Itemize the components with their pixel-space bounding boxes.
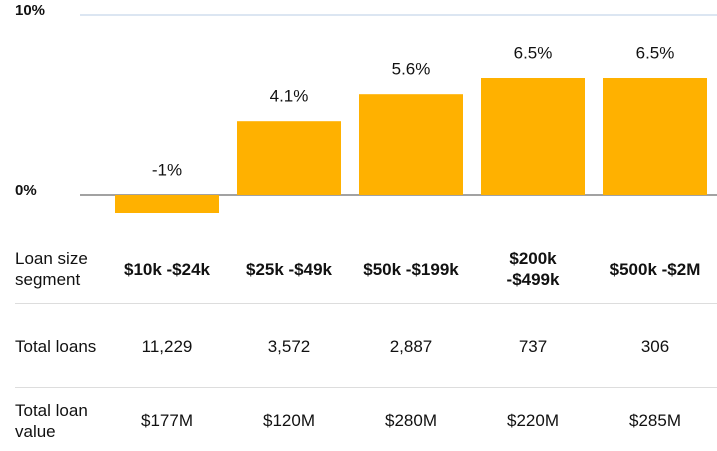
- table-cell: $280M: [385, 411, 437, 430]
- category-row: Loan size segment $10k -$24k $25k -$49k $5…: [0, 238, 717, 300]
- table-cell: 2,887: [389, 336, 433, 356]
- x-tick-label: $50k -$199k: [363, 259, 459, 279]
- x-tick-label: $500k -$2M: [609, 259, 701, 279]
- value-label: -1%: [152, 160, 182, 179]
- table-cell: 306: [640, 336, 670, 356]
- x-tick-label: $25k -$49k: [245, 259, 333, 279]
- value-label: 5.6%: [392, 60, 431, 79]
- row-label: Total loans: [15, 336, 97, 356]
- table-cell: 3,572: [267, 336, 311, 356]
- table-cell: $285M: [629, 411, 681, 430]
- x-axis-label: Loan size segment: [15, 249, 88, 289]
- table-cell: 737: [518, 336, 548, 356]
- y-tick-label: 10%: [15, 2, 45, 19]
- row-label: Total loan value: [15, 400, 88, 441]
- separator: [15, 303, 717, 304]
- separator: [15, 387, 717, 388]
- bar: [115, 195, 219, 213]
- table-cell: $220M: [507, 411, 559, 430]
- table-cell: $177M: [141, 411, 193, 430]
- value-label: 4.1%: [270, 87, 309, 106]
- table-row: Total loans 11,229 3,572 2,887 737 306: [0, 306, 717, 386]
- bar: [359, 94, 463, 195]
- table-row: Total loan value $177M $120M $280M $220M $285…: [0, 390, 717, 451]
- bar: [603, 78, 707, 195]
- x-tick-label: $10k -$24k: [123, 259, 211, 279]
- value-label: 6.5%: [636, 43, 675, 62]
- value-label: 6.5%: [514, 43, 553, 62]
- y-tick-label: 0%: [15, 182, 37, 199]
- table-cell: $120M: [263, 411, 315, 430]
- table-cell: 11,229: [141, 336, 193, 356]
- bar: [237, 121, 341, 195]
- x-tick-label: $200k -$499k: [506, 249, 560, 289]
- chart: 0% 10% -1% 4.1% 5.6% 6.5% 6.5%: [15, 2, 717, 213]
- bar: [481, 78, 585, 195]
